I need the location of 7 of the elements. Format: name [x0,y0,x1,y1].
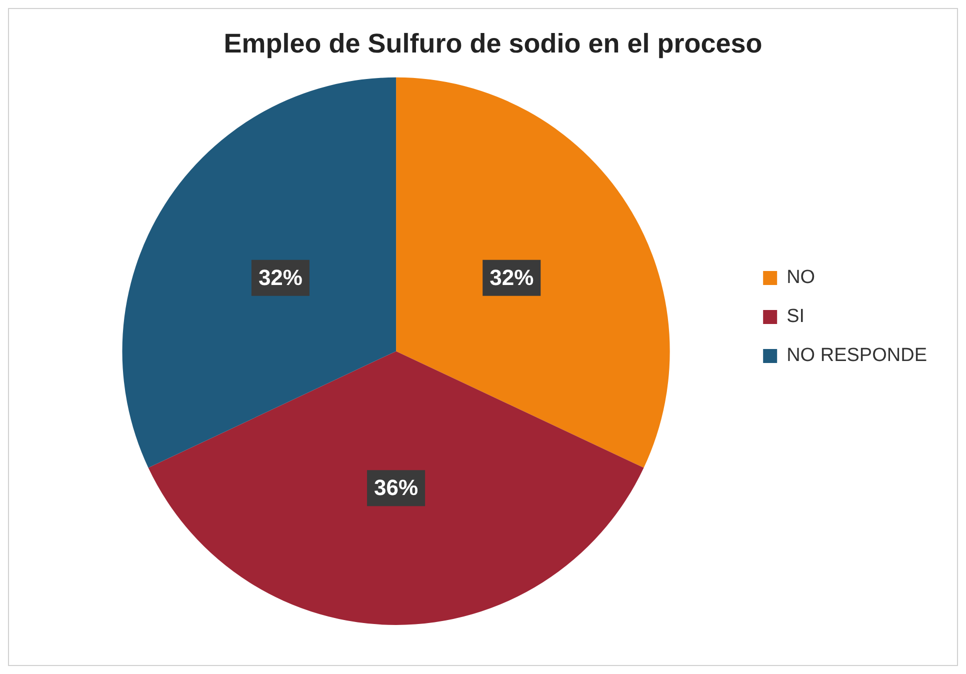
chart-title: Empleo de Sulfuro de sodio en el proceso [224,28,762,59]
data-label: 32% [490,264,534,290]
data-label: 36% [374,475,418,500]
legend-label: SI [786,306,805,328]
data-label: 32% [258,264,302,290]
legend-label: NO RESPONDE [786,345,928,366]
legend-label: NO [786,267,816,288]
